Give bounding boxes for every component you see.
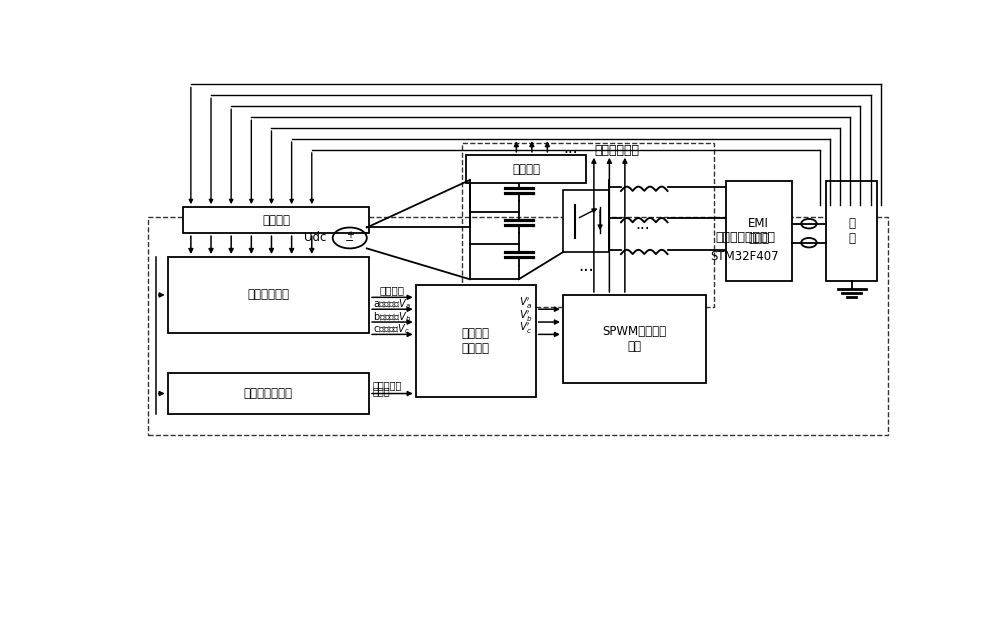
Text: ...: ... — [563, 141, 578, 156]
Bar — [168, 257, 369, 333]
Text: 数字锁相环单元: 数字锁相环单元 — [244, 387, 293, 400]
Bar — [563, 295, 706, 383]
Bar — [826, 181, 877, 281]
Text: 多电平逆变器: 多电平逆变器 — [595, 144, 640, 157]
Text: +: + — [346, 230, 354, 240]
Text: c相调制波$V_c$: c相调制波$V_c$ — [373, 322, 410, 336]
Bar — [563, 191, 609, 252]
Text: 采样单元: 采样单元 — [262, 213, 290, 226]
Text: EMI
滤波器: EMI 滤波器 — [748, 217, 769, 245]
Text: −: − — [345, 236, 354, 246]
Bar — [462, 143, 714, 307]
Text: 相角差: 相角差 — [373, 387, 391, 397]
Text: 负
载: 负 载 — [848, 217, 855, 245]
Text: 相电压电流: 相电压电流 — [373, 380, 402, 390]
Text: 驱动电路: 驱动电路 — [512, 162, 540, 176]
Text: $V_a'$: $V_a'$ — [519, 296, 532, 311]
Text: a相调制波$V_a$: a相调制波$V_a$ — [373, 297, 411, 311]
Bar — [183, 207, 369, 233]
Bar — [168, 373, 369, 414]
Text: $V_c'$: $V_c'$ — [519, 320, 532, 336]
Text: SPWM脉宽调制
单元: SPWM脉宽调制 单元 — [602, 325, 667, 353]
Text: 中点电压: 中点电压 — [380, 285, 405, 295]
Text: b相调制波$V_b$: b相调制波$V_b$ — [373, 310, 411, 324]
Text: 数字处理控制模块: 数字处理控制模块 — [715, 231, 775, 244]
Text: STM32F407: STM32F407 — [711, 251, 779, 263]
Bar — [466, 155, 586, 183]
Bar — [726, 181, 792, 281]
Text: 闭环控制单元: 闭环控制单元 — [247, 289, 289, 302]
Text: 中点电压
控制单元: 中点电压 控制单元 — [462, 327, 490, 355]
Text: Udc: Udc — [304, 231, 326, 244]
Bar — [416, 286, 536, 397]
Text: ...: ... — [578, 257, 594, 275]
Text: ...: ... — [635, 217, 650, 233]
Text: $V_b'$: $V_b'$ — [519, 308, 532, 323]
Bar — [148, 217, 888, 435]
